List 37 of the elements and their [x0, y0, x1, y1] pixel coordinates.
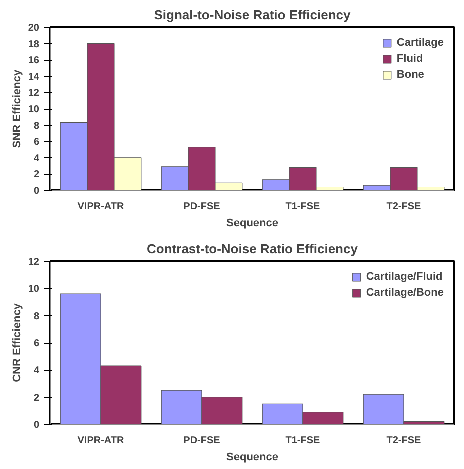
x-tick-label: PD-FSE — [184, 202, 221, 212]
x-tick-label: VIPR-ATR — [78, 436, 126, 446]
x-tick-label: VIPR-ATR — [78, 202, 126, 212]
y-tick-label: 2 — [34, 392, 40, 404]
x-tick-label: T2-FSE — [386, 202, 422, 212]
y-tick-label: 4 — [34, 366, 40, 377]
x-axis-title: Sequence — [226, 218, 278, 230]
y-tick-label: 20 — [28, 23, 40, 34]
x-tick-label: T1-FSE — [286, 202, 321, 212]
y-tick-label: 10 — [28, 284, 40, 296]
y-axis-title: SNR Efficiency — [11, 68, 24, 148]
y-tick-label: 10 — [28, 104, 40, 116]
chart-title: Signal-to-Noise Ratio Efficiency — [154, 8, 352, 22]
y-tick-label: 18 — [28, 39, 40, 50]
y-tick-label: 4 — [34, 153, 40, 164]
legend-label: Bone — [396, 69, 424, 81]
y-tick-label: 0 — [34, 186, 40, 197]
legend-label: Fluid — [396, 53, 424, 65]
y-tick-label: 12 — [28, 88, 40, 100]
y-tick-label: 0 — [34, 420, 40, 431]
y-tick-label: 8 — [34, 311, 40, 322]
y-axis-title: CNR Efficiency — [11, 302, 24, 382]
x-tick-label: T1-FSE — [286, 436, 321, 446]
legend-label: Cartilage/Fluid — [366, 271, 443, 283]
y-tick-label: 6 — [34, 137, 40, 148]
chart-title: Contrast-to-Noise Ratio Efficiency — [147, 242, 359, 256]
x-tick-label: PD-FSE — [184, 436, 221, 446]
y-tick-label: 12 — [28, 257, 40, 268]
x-axis-title: Sequence — [226, 452, 278, 464]
y-tick-label: 2 — [34, 170, 40, 181]
y-tick-label: 14 — [28, 72, 40, 83]
legend-label: Cartilage — [396, 37, 444, 49]
y-tick-label: 16 — [28, 56, 40, 67]
y-tick-label: 6 — [34, 338, 40, 350]
x-tick-label: T2-FSE — [386, 436, 422, 446]
y-tick-label: 8 — [34, 120, 40, 132]
legend-label: Cartilage/Bone — [366, 287, 444, 299]
